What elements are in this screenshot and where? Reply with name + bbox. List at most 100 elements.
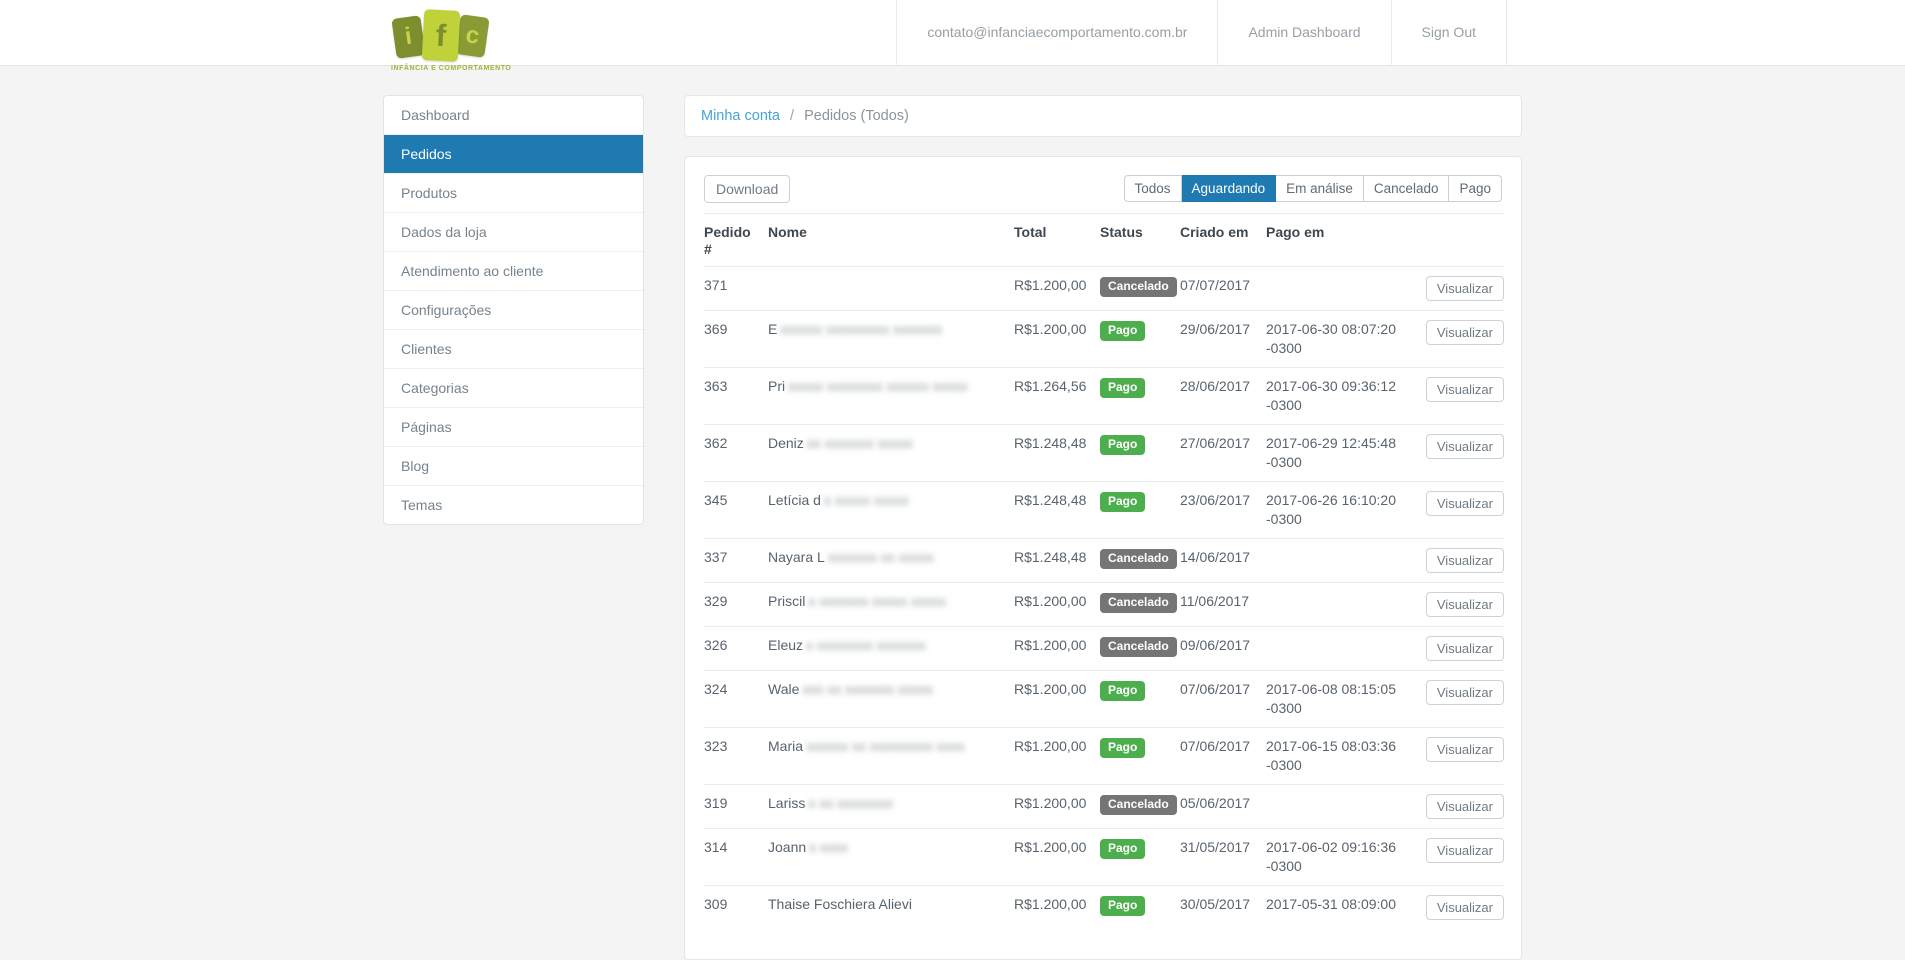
view-order-button[interactable]: Visualizar [1425,434,1504,459]
order-status-cell: Cancelado [1100,784,1180,829]
order-id-cell: 345 [704,481,768,539]
sidebar-item-pedidos[interactable]: Pedidos [384,135,643,174]
sidebar-item-dados-da-loja[interactable]: Dados da loja [384,213,643,252]
order-action-cell: Visualizar [1418,424,1504,482]
order-created-cell: 30/05/2017 [1180,885,1266,929]
header-nav-item[interactable]: Admin Dashboard [1217,0,1390,66]
order-row: 324 Wale xxx xx xxxxxxx xxxxx R$1.200,00 … [704,670,1504,728]
order-name-cell: Wale xxx xx xxxxxxx xxxxx [768,670,1014,728]
order-name-cell: Thaise Foschiera Alievi [768,885,1014,929]
view-order-button[interactable]: Visualizar [1425,491,1504,516]
view-order-button[interactable]: Visualizar [1425,737,1504,762]
order-name-blurred: x xxxxx xxxxx [823,492,909,508]
order-total-cell: R$1.264,56 [1014,367,1100,425]
order-name-blurred: x xxxxxxxx xxxxxxx [806,637,926,653]
status-badge: Pago [1100,839,1146,859]
order-action-cell: Visualizar [1418,626,1504,671]
logo-tagline: INFÂNCIA E COMPORTAMENTO [391,65,512,72]
order-name-blurred: xxxxxxx xx xxxxx [827,549,934,565]
order-status-cell: Cancelado [1100,538,1180,583]
order-total-cell: R$1.248,48 [1014,538,1100,583]
order-name-blurred: xxxxxx xxxxxxxxx xxxxxxx [780,321,943,337]
status-filter-button[interactable]: Pago [1449,175,1502,202]
order-status-cell: Cancelado [1100,266,1180,311]
sidebar-item-clientes[interactable]: Clientes [384,330,643,369]
order-name-blurred: x xxxxxxx xxxxx xxxxx [808,593,947,609]
sidebar-item-dashboard[interactable]: Dashboard [384,96,643,135]
page-body: Dashboard Pedidos Produtos Dados da loja Ate… [0,66,1905,960]
view-order-button[interactable]: Visualizar [1425,838,1504,863]
sidebar-item-atendimento-ao-cliente[interactable]: Atendimento ao cliente [384,252,643,291]
order-name-cell: Joann x xxxx [768,828,1014,886]
order-paid-cell [1266,538,1418,583]
order-id-cell: 324 [704,670,768,728]
order-name-cell: Maria xxxxxx xx xxxxxxxxx xxxx [768,727,1014,785]
order-action-cell: Visualizar [1418,310,1504,368]
order-name-cell [768,266,1014,311]
header-nav-label: Admin Dashboard [1248,24,1361,40]
header-nav-item[interactable]: Sign Out [1390,0,1507,66]
order-status-cell: Pago [1100,828,1180,886]
logo-card-f: f [421,9,461,62]
view-order-button[interactable]: Visualizar [1425,548,1504,573]
view-order-button[interactable]: Visualizar [1425,320,1504,345]
status-filter-button[interactable]: Cancelado [1363,175,1450,202]
view-order-button[interactable]: Visualizar [1425,895,1504,920]
sidebar-item-categorias[interactable]: Categorias [384,369,643,408]
order-total-cell: R$1.200,00 [1014,828,1100,886]
order-paid-cell: 2017-06-30 08:07:20 -0300 [1266,310,1418,368]
column-header: Total [1014,213,1100,267]
order-total-cell: R$1.200,00 [1014,266,1100,311]
breadcrumb-link-minha-conta[interactable]: Minha conta [701,108,780,124]
order-name-visible: E [768,321,778,337]
sidebar-item-blog[interactable]: Blog [384,447,643,486]
order-row: 371 R$1.200,00 Cancelado 07/07/2017 Visu… [704,266,1504,311]
view-order-button[interactable]: Visualizar [1425,377,1504,402]
order-action-cell: Visualizar [1418,828,1504,886]
view-order-button[interactable]: Visualizar [1425,794,1504,819]
download-button[interactable]: Download [704,175,791,203]
order-action-cell: Visualizar [1418,784,1504,829]
sidebar-item-produtos[interactable]: Produtos [384,174,643,213]
store-logo[interactable]: i f c INFÂNCIA E COMPORTAMENTO [391,8,512,72]
order-total-cell: R$1.200,00 [1014,310,1100,368]
view-order-button[interactable]: Visualizar [1425,592,1504,617]
order-name-visible: Lariss [768,795,806,811]
sidebar-item-configurações[interactable]: Configurações [384,291,643,330]
orders-toolbar: Download Todos Aguardando Em análise Cancel… [704,175,1502,203]
order-action-cell: Visualizar [1418,670,1504,728]
status-badge: Cancelado [1100,593,1177,613]
view-order-button[interactable]: Visualizar [1425,680,1504,705]
sidebar-item-label: Produtos [401,185,458,201]
status-filter-button[interactable]: Aguardando [1181,175,1277,202]
order-id-cell: 319 [704,784,768,829]
header-nav-item[interactable]: contato@infanciaecomportamento.com.br [896,0,1217,66]
column-header: Nome [768,213,1014,267]
order-total-cell: R$1.200,00 [1014,626,1100,671]
view-order-button[interactable]: Visualizar [1425,276,1504,301]
breadcrumb-separator: / [790,108,795,124]
header-nav: contato@infanciaecomportamento.com.br Adm… [896,0,1507,66]
order-name-cell: Pri xxxxx xxxxxxxx xxxxxx xxxxx [768,367,1014,425]
sidebar-item-temas[interactable]: Temas [384,486,643,524]
order-paid-cell: 2017-06-08 08:15:05 -0300 [1266,670,1418,728]
sidebar: Dashboard Pedidos Produtos Dados da loja Ate… [383,95,644,525]
view-order-button[interactable]: Visualizar [1425,636,1504,661]
order-name-blurred: x xx xxxxxxxx [808,795,894,811]
sidebar-item-label: Categorias [401,380,469,396]
sidebar-item-páginas[interactable]: Páginas [384,408,643,447]
logo-card-c: c [455,14,490,58]
order-action-cell: Visualizar [1418,582,1504,627]
order-name-blurred: xxxxx xxxxxxxx xxxxxx xxxxx [788,378,968,394]
status-filter-button[interactable]: Em análise [1276,175,1364,202]
order-row: 363 Pri xxxxx xxxxxxxx xxxxxx xxxxx R$1.2… [704,367,1504,425]
breadcrumb: Minha conta / Pedidos (Todos) [684,95,1522,137]
order-id-cell: 323 [704,727,768,785]
order-name-cell: Eleuz x xxxxxxxx xxxxxxx [768,626,1014,671]
order-name-visible: Priscil [768,593,806,609]
order-created-cell: 31/05/2017 [1180,828,1266,886]
status-filter-button[interactable]: Todos [1123,175,1182,202]
